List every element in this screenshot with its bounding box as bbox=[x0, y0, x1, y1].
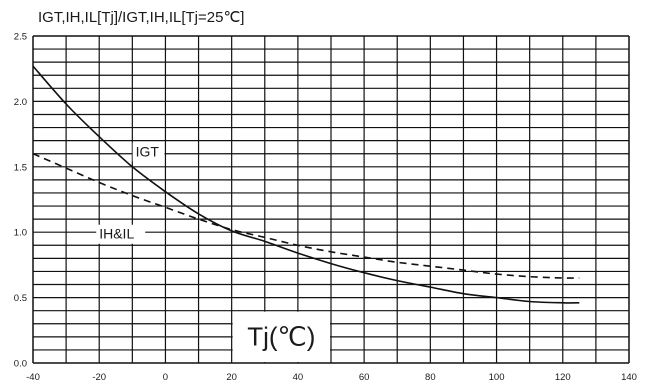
series-labels: IGT IH&IL bbox=[96, 142, 165, 244]
y-tick-label: 1.5 bbox=[14, 162, 27, 173]
x-tick-label: 60 bbox=[359, 372, 370, 383]
series-label: IGT bbox=[136, 143, 160, 159]
x-axis-label-box bbox=[232, 311, 330, 362]
series-line bbox=[32, 65, 580, 304]
x-tick-label: 140 bbox=[621, 372, 637, 383]
x-tick-label: 100 bbox=[489, 372, 505, 383]
chart-title: IGT,IH,IL[Tj]/IGT,IH,IL[Tj=25℃] bbox=[38, 9, 244, 26]
x-tick-label: -20 bbox=[92, 372, 106, 383]
y-tick-label: 0.5 bbox=[14, 293, 27, 304]
y-axis-ticks: 0.0 0.5 1.0 1.5 2.0 2.5 bbox=[14, 32, 27, 370]
x-tick-label: 80 bbox=[425, 372, 436, 383]
series-line bbox=[32, 152, 580, 279]
x-axis-ticks: -40 -20 0 20 40 60 80 100 120 140 bbox=[26, 372, 637, 383]
x-tick-label: 0 bbox=[163, 372, 168, 383]
x-tick-label: 40 bbox=[293, 372, 304, 383]
grid bbox=[32, 35, 630, 364]
y-tick-label: 0.0 bbox=[14, 359, 27, 370]
series-layer bbox=[32, 65, 580, 304]
x-tick-label: 20 bbox=[226, 372, 237, 383]
x-axis-label: Tj(℃) bbox=[247, 322, 315, 352]
series-label: IH&IL bbox=[99, 226, 134, 242]
series-label-background bbox=[132, 142, 165, 162]
x-tick-label: -40 bbox=[26, 372, 40, 383]
series-label-background bbox=[96, 224, 146, 244]
y-tick-label: 2.0 bbox=[14, 97, 27, 108]
y-tick-label: 2.5 bbox=[14, 32, 27, 43]
y-tick-label: 1.0 bbox=[14, 228, 27, 239]
x-tick-label: 120 bbox=[555, 372, 571, 383]
